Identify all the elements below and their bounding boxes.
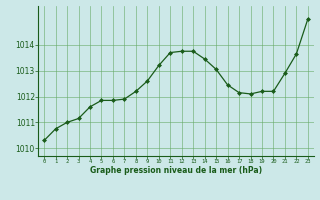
X-axis label: Graphe pression niveau de la mer (hPa): Graphe pression niveau de la mer (hPa) — [90, 166, 262, 175]
